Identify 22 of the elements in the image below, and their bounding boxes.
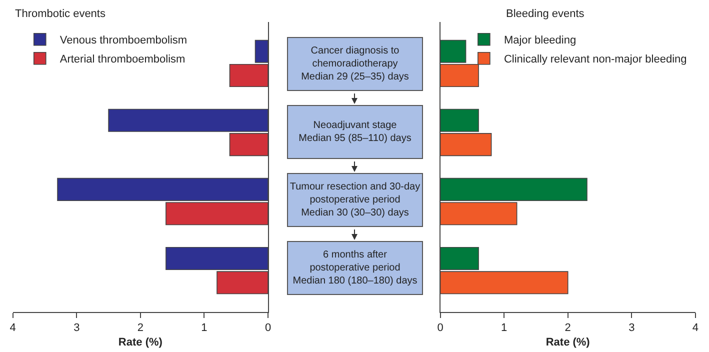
text: Neoadjuvant stage Median 95 (85–110) days xyxy=(298,120,412,144)
legend-label: Venous thromboembolism xyxy=(60,34,188,47)
x-tick-label: 4 xyxy=(692,322,699,334)
x-tick-label: 0 xyxy=(437,322,444,334)
x-tick-label: 3 xyxy=(628,322,635,334)
text: Cancer diagnosis to chemoradiotherapy Median 29 (25–35) days xyxy=(301,46,409,82)
x-tick-label: 2 xyxy=(564,322,571,334)
chart-title: Thrombotic events xyxy=(15,8,106,20)
x-axis-title: Rate (%) xyxy=(118,336,163,348)
legend-label: Clinically relevant non-major bleeding xyxy=(504,54,687,66)
text: 6 months after postoperative period Median 180 (180–180) days xyxy=(292,250,418,286)
legend-label: Arterial thromboembolism xyxy=(60,54,186,66)
x-tick-label: 1 xyxy=(501,322,508,334)
x-tick-label: 3 xyxy=(74,322,80,334)
text: Tumour resection and 30-day postoperative period Median 30 (30–30) days xyxy=(290,182,420,218)
x-tick-label: 0 xyxy=(264,322,272,334)
legend-label: Major bleeding xyxy=(504,34,576,47)
x-tick-label: 2 xyxy=(137,322,144,334)
chart-title: Bleeding events xyxy=(506,8,585,20)
x-tick-label: 1 xyxy=(201,322,208,334)
x-axis-title: Rate (%) xyxy=(546,336,590,348)
x-tick-label: 4 xyxy=(10,322,16,334)
